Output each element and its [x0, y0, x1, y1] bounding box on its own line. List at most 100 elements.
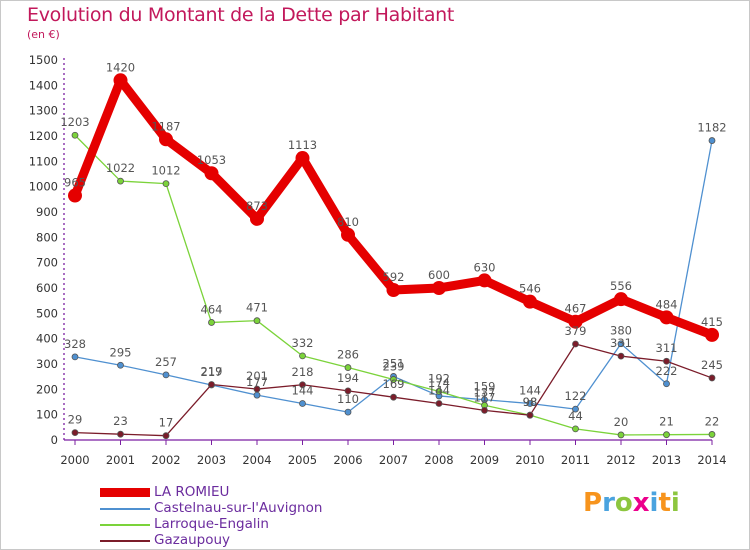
data-label: 217	[201, 365, 223, 379]
data-label: 1053	[197, 153, 226, 167]
data-label: 174	[428, 376, 450, 390]
data-label: 464	[201, 302, 223, 316]
data-point	[295, 151, 310, 166]
y-tick-label: 1000	[29, 180, 58, 194]
data-label: 380	[610, 324, 632, 338]
data-label: 467	[565, 302, 587, 316]
y-tick-label: 500	[36, 306, 58, 320]
data-point	[705, 327, 719, 342]
data-label: 144	[292, 384, 314, 398]
x-tick-label: 2007	[379, 453, 408, 467]
x-tick-label: 2009	[470, 453, 499, 467]
data-point	[435, 387, 443, 395]
x-tick-label: 2013	[652, 453, 681, 467]
data-point	[68, 188, 82, 203]
x-tick-label: 2014	[697, 453, 726, 467]
line-chart: 0 100 200 300 400 500 600 700 800 900 1000 1100 1200…	[29, 53, 727, 467]
data-point	[253, 391, 261, 399]
data-point	[204, 166, 219, 181]
data-label: 332	[292, 336, 314, 350]
data-point	[617, 352, 625, 360]
legend-swatch	[100, 524, 150, 526]
data-label: 471	[246, 301, 268, 315]
data-label: 159	[474, 380, 496, 394]
data-point	[162, 432, 170, 440]
data-point	[117, 177, 124, 185]
data-point	[299, 381, 306, 389]
data-label: 21	[659, 415, 674, 429]
data-label: 201	[246, 369, 268, 383]
data-label: 122	[565, 389, 587, 403]
data-point	[390, 376, 397, 383]
data-label: 331	[610, 336, 632, 350]
y-tick-label: 0	[51, 433, 58, 447]
data-point	[250, 211, 264, 226]
chart-subtitle: (en €)	[27, 28, 60, 41]
data-label: 98	[523, 395, 538, 409]
logo-letter: r	[602, 488, 615, 518]
data-point	[344, 408, 352, 416]
x-tick-label: 2011	[561, 453, 590, 467]
data-point	[344, 387, 352, 395]
data-label: 169	[383, 377, 405, 391]
data-label: 295	[110, 345, 132, 359]
y-tick-label: 1400	[29, 78, 58, 92]
data-label: 194	[337, 371, 359, 385]
x-tick-label: 2006	[333, 453, 362, 467]
data-label: 1203	[60, 115, 89, 129]
data-label: 144	[519, 384, 541, 398]
logo-letter: x	[632, 488, 650, 518]
data-point	[208, 319, 215, 326]
data-point	[159, 132, 173, 147]
data-point	[523, 294, 537, 309]
data-label: 1187	[151, 119, 180, 133]
data-label: 251	[383, 356, 405, 370]
data-label: 192	[428, 371, 450, 385]
x-tick-label: 2010	[515, 453, 544, 467]
data-point	[526, 411, 534, 419]
y-tick-label: 1500	[29, 53, 58, 67]
data-point	[117, 361, 124, 369]
data-label: 245	[701, 358, 723, 372]
data-point	[663, 431, 670, 439]
data-point	[117, 430, 124, 438]
y-tick-label: 400	[36, 332, 58, 346]
y-tick-label: 1300	[29, 104, 58, 118]
data-label: 29	[68, 413, 83, 427]
data-point	[390, 393, 397, 401]
data-label: 556	[610, 279, 632, 293]
data-point	[708, 137, 716, 144]
data-label: 98	[523, 395, 538, 409]
data-point	[71, 353, 79, 361]
data-label: 546	[519, 282, 541, 296]
y-tick-label: 200	[36, 382, 58, 396]
chart-title: Evolution du Montant de la Dette par Hab…	[27, 4, 455, 26]
y-tick-label: 1100	[29, 154, 58, 168]
data-point	[481, 406, 488, 414]
data-point	[162, 371, 170, 379]
x-tick-label: 2002	[151, 453, 180, 467]
data-label: 1182	[697, 121, 726, 135]
data-label: 219	[201, 365, 223, 379]
logo-letter: i	[649, 488, 659, 518]
data-label: 110	[337, 392, 359, 406]
data-point	[663, 357, 670, 365]
data-label: 415	[701, 315, 723, 329]
data-point	[432, 281, 446, 295]
x-tick-label: 2008	[424, 453, 453, 467]
x-tick-label: 2004	[242, 453, 271, 467]
logo-letter: t	[658, 488, 671, 518]
data-label: 22	[705, 414, 720, 428]
data-label: 592	[383, 270, 405, 284]
data-label: 600	[428, 268, 450, 282]
data-label: 810	[337, 215, 359, 229]
data-label: 1022	[106, 161, 135, 175]
data-label: 873	[246, 199, 268, 213]
x-tick-label: 2001	[106, 453, 135, 467]
data-point	[572, 340, 579, 348]
data-point	[386, 283, 401, 298]
data-point	[708, 374, 716, 382]
data-label: 177	[246, 375, 268, 389]
proxiti-logo: Proxiti	[583, 488, 680, 518]
y-tick-label: 800	[36, 230, 58, 244]
